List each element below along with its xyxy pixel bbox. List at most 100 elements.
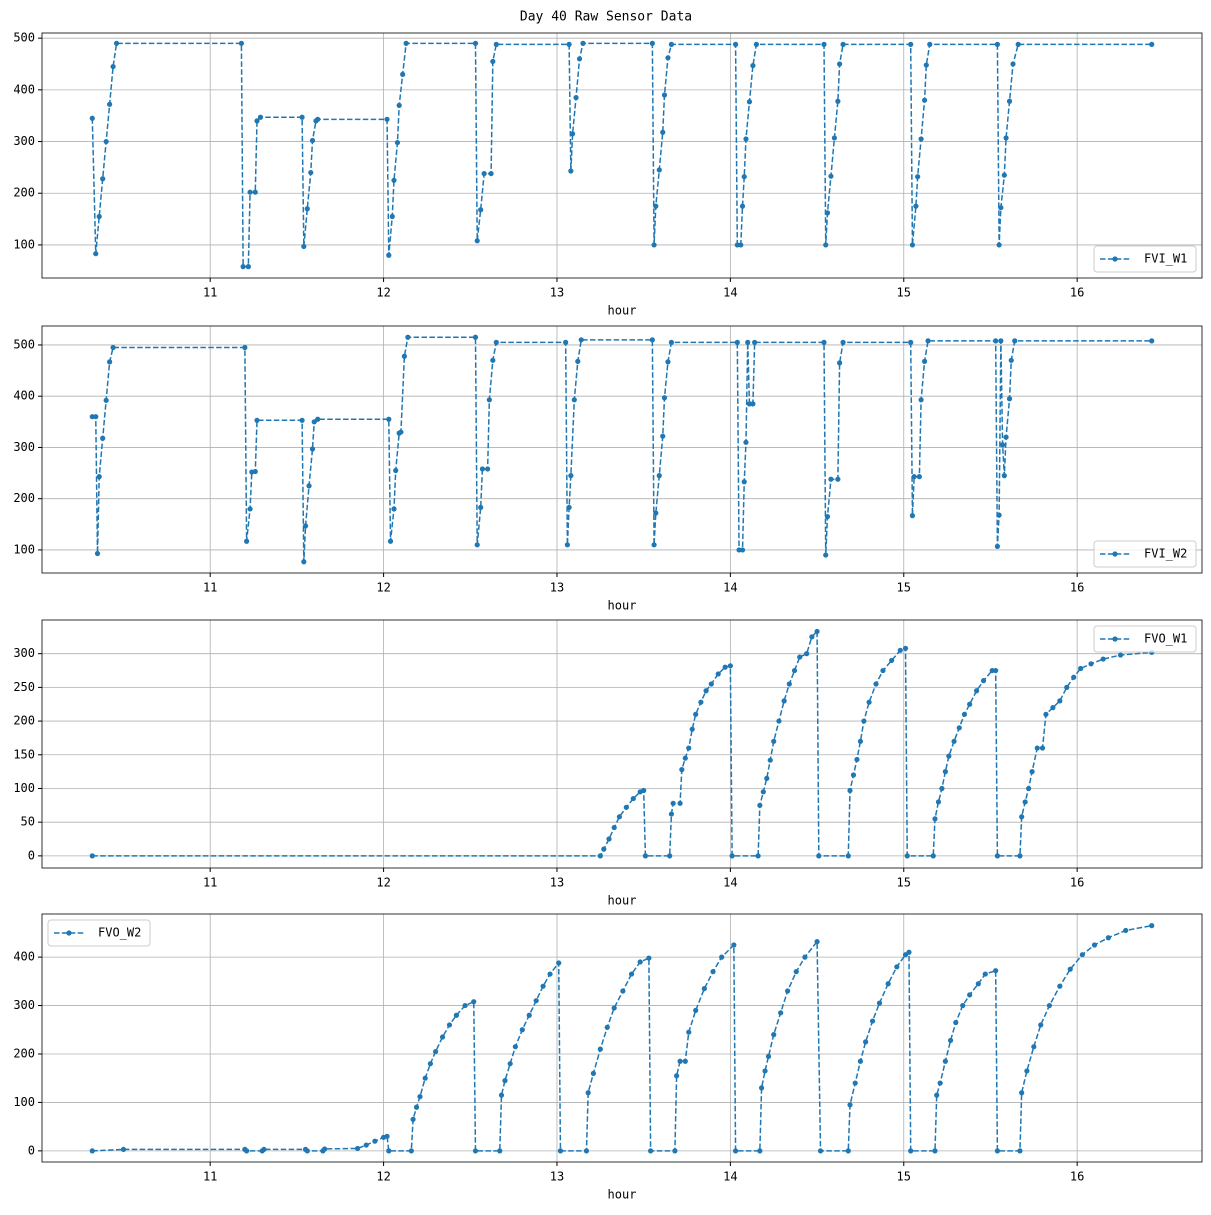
data-point <box>956 725 962 731</box>
y-tick-label: 300 <box>13 440 35 454</box>
data-point <box>857 1058 864 1064</box>
data-point <box>89 1148 95 1154</box>
x-tick-label: 16 <box>1070 1170 1084 1184</box>
data-point <box>601 846 607 852</box>
data-point <box>967 992 973 998</box>
data-point <box>854 756 860 763</box>
data-point <box>103 397 109 403</box>
data-point <box>623 804 629 810</box>
data-point <box>1046 1002 1053 1009</box>
data-point <box>708 681 714 687</box>
data-point <box>750 62 756 69</box>
data-point <box>590 1070 596 1076</box>
data-point <box>1078 665 1084 672</box>
data-point <box>261 1146 267 1153</box>
data-point <box>710 969 716 975</box>
data-point <box>953 1019 959 1026</box>
data-point <box>999 442 1006 448</box>
data-point <box>1008 357 1014 363</box>
data-point <box>758 1085 765 1091</box>
data-point <box>1149 41 1155 47</box>
data-point <box>540 983 546 989</box>
data-point <box>916 474 922 480</box>
data-point <box>732 1148 739 1154</box>
data-point <box>921 358 928 364</box>
data-point <box>472 334 479 340</box>
data-point <box>951 738 957 744</box>
y-tick-label: 200 <box>13 714 35 728</box>
data-point <box>993 338 999 344</box>
data-point <box>994 1148 1000 1154</box>
data-point <box>1012 338 1018 344</box>
data-point <box>661 92 668 98</box>
data-point <box>315 116 321 122</box>
data-point <box>386 252 392 258</box>
data-point <box>791 667 798 674</box>
data-point <box>904 853 910 859</box>
x-tick-label: 13 <box>550 286 564 300</box>
data-point <box>840 41 846 47</box>
data-point <box>1001 172 1007 178</box>
data-point <box>828 476 834 482</box>
data-point <box>918 136 924 142</box>
data-point <box>660 129 666 135</box>
data-point <box>100 435 106 441</box>
data-point <box>387 538 394 544</box>
data-point <box>93 414 99 420</box>
subplot: 11 12 13 14 15 16 0 50 100 150 200 250 300 hour FVO_W1 <box>13 619 1203 908</box>
data-point <box>994 41 1000 47</box>
data-point <box>481 170 487 177</box>
data-point <box>471 999 477 1005</box>
data-point <box>1034 745 1040 751</box>
data-point <box>762 1068 768 1074</box>
data-point <box>682 1058 688 1064</box>
data-point <box>831 135 838 141</box>
data-point <box>674 1073 680 1079</box>
data-point <box>729 853 735 859</box>
data-point <box>493 41 499 47</box>
data-point <box>739 203 746 209</box>
data-point <box>244 1148 250 1154</box>
axes-frame <box>41 913 1203 1163</box>
data-point <box>863 1039 869 1045</box>
data-point <box>698 699 704 705</box>
data-point <box>996 242 1002 248</box>
data-point <box>651 542 657 548</box>
y-tick-label: 100 <box>13 542 35 556</box>
data-point <box>802 954 808 960</box>
x-tick-label: 12 <box>376 581 390 595</box>
data-point <box>925 338 931 344</box>
data-point <box>921 97 928 103</box>
data-point <box>781 698 787 704</box>
data-point <box>973 688 980 694</box>
data-point <box>439 1034 446 1040</box>
data-point <box>852 1080 858 1086</box>
data-point <box>947 1037 954 1044</box>
data-point <box>393 467 399 474</box>
data-point <box>403 40 409 46</box>
data-point <box>765 1053 772 1060</box>
data-point <box>389 213 395 220</box>
data-point <box>889 657 895 664</box>
data-point <box>715 671 721 677</box>
y-tick-label: 100 <box>13 1095 35 1109</box>
data-point <box>519 1027 525 1033</box>
data-point <box>909 242 916 248</box>
data-point <box>391 506 397 512</box>
data-point <box>816 853 822 859</box>
data-point <box>299 114 305 120</box>
data-point <box>932 1148 938 1154</box>
x-tick-label: 16 <box>1070 581 1084 595</box>
data-point <box>1010 61 1016 67</box>
data-point <box>1019 1090 1025 1096</box>
data-point <box>96 213 102 220</box>
data-point <box>752 339 758 345</box>
data-point <box>1029 769 1035 775</box>
data-point <box>1015 41 1021 47</box>
axes-frame <box>41 619 1203 869</box>
data-point <box>1019 814 1025 820</box>
data-point <box>304 206 310 212</box>
data-point <box>845 853 851 859</box>
data-point <box>845 1148 851 1154</box>
y-tick-label: 500 <box>13 337 35 351</box>
